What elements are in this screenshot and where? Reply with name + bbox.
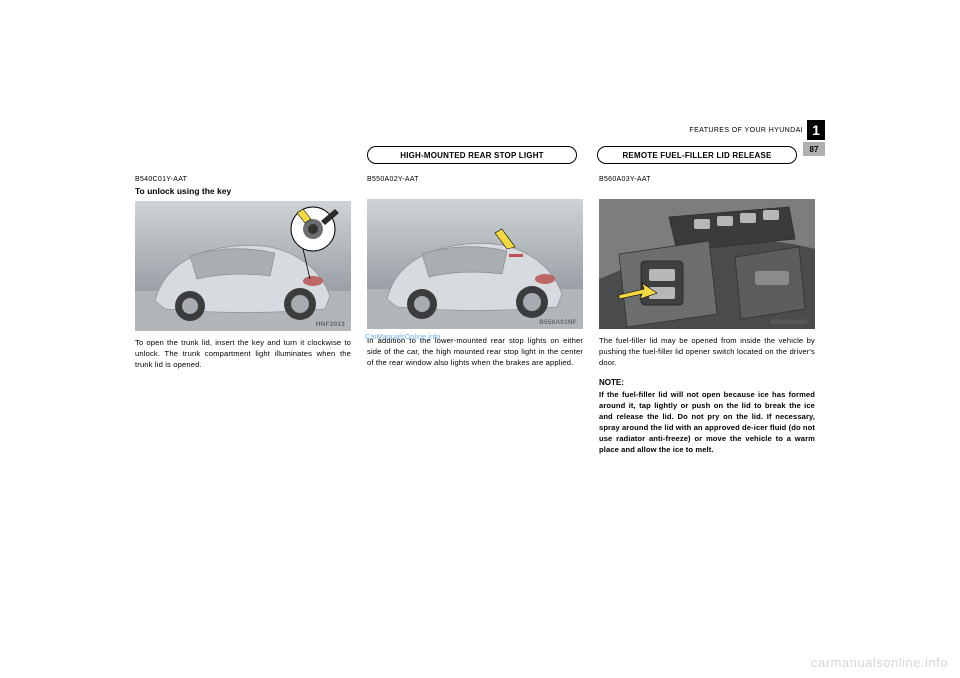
car-rear-illustration <box>135 201 351 331</box>
figure-label: B550A01NF <box>539 319 577 326</box>
ref-code: B540C01Y-AAT <box>135 176 351 183</box>
manual-page: FEATURES OF YOUR HYUNDAI 1 87 HIGH-MOUNT… <box>135 120 825 560</box>
door-panel-illustration <box>599 199 815 329</box>
chapter-number-badge: 1 <box>807 120 825 140</box>
figure-rear-stop-light: B550A01NF <box>367 199 583 329</box>
body-text: The fuel-filler lid may be opened from i… <box>599 335 815 368</box>
column-1: B540C01Y-AAT To unlock using the key <box>135 176 351 370</box>
site-watermark: carmanualsonline.info <box>811 655 948 670</box>
section-title: FEATURES OF YOUR HYUNDAI <box>689 127 803 134</box>
column-3: B560A03Y-AAT <box>599 176 815 455</box>
page-number-badge: 87 <box>803 142 825 156</box>
figure-trunk-key: HNF2013 <box>135 201 351 331</box>
figure-label: B560A02NF <box>771 319 809 326</box>
note-heading: NOTE: <box>599 378 815 387</box>
column-2: B550A02Y-AAT B550A01NF <box>367 176 583 368</box>
ref-code: B550A02Y-AAT <box>367 176 583 183</box>
figure-fuel-filler-switch: B560A02NF <box>599 199 815 329</box>
figure-label: HNF2013 <box>316 321 345 328</box>
ref-code: B560A03Y-AAT <box>599 176 815 183</box>
body-text: To open the trunk lid, insert the key an… <box>135 337 351 370</box>
watermark-overlay: CarManualsOnline.info <box>365 334 440 341</box>
section-tab-fuel-filler: REMOTE FUEL-FILLER LID RELEASE <box>597 146 797 164</box>
car-rear-illustration <box>367 199 583 329</box>
section-tab-stop-light: HIGH-MOUNTED REAR STOP LIGHT <box>367 146 577 164</box>
note-text: If the fuel-filler lid will not open bec… <box>599 389 815 455</box>
page-header: FEATURES OF YOUR HYUNDAI 1 <box>689 120 825 140</box>
subheading: To unlock using the key <box>135 186 351 196</box>
